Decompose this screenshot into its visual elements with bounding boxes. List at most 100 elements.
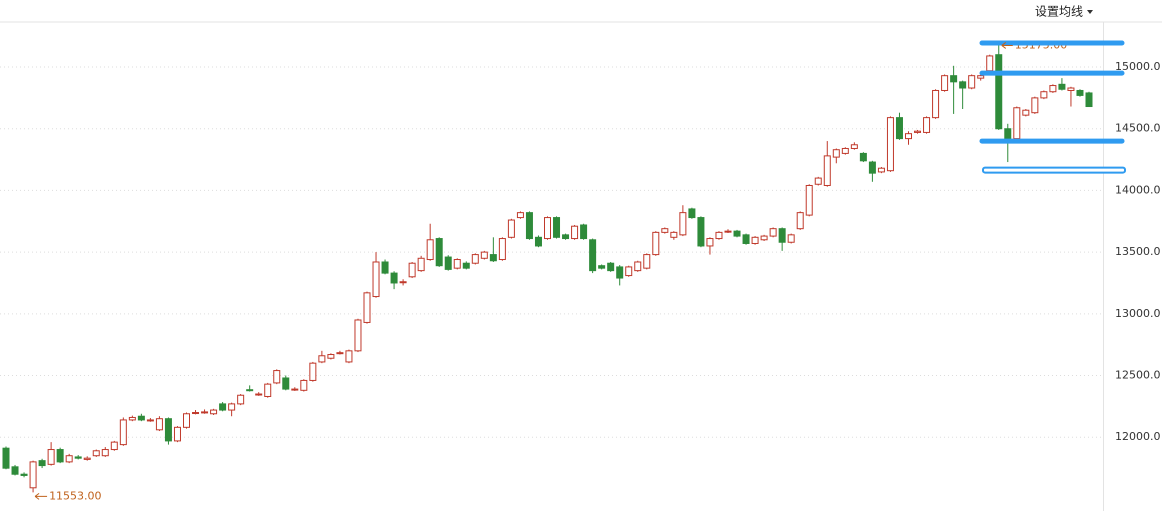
candle-body bbox=[950, 75, 958, 83]
candle-body bbox=[553, 217, 561, 238]
candle-body bbox=[300, 379, 308, 391]
candle-body bbox=[661, 228, 669, 233]
candle-body bbox=[697, 217, 705, 247]
candle-body bbox=[101, 449, 109, 457]
candle-body bbox=[507, 219, 515, 238]
candle-body bbox=[74, 456, 82, 459]
candle-body bbox=[192, 412, 200, 415]
candle-body bbox=[1004, 128, 1012, 141]
candle-body bbox=[83, 457, 91, 460]
candle-body bbox=[895, 117, 903, 140]
candle-body bbox=[2, 447, 10, 469]
y-tick-label: 13000.0 bbox=[1115, 307, 1161, 320]
candle-body bbox=[399, 281, 407, 284]
candle-body bbox=[760, 235, 768, 241]
candle-body bbox=[625, 266, 633, 277]
candle-body bbox=[20, 473, 28, 476]
candle-body bbox=[589, 239, 597, 272]
candle-body bbox=[345, 350, 353, 363]
candle-body bbox=[914, 130, 922, 133]
candle-body bbox=[751, 236, 759, 244]
candle-body bbox=[643, 254, 651, 269]
candle-body bbox=[110, 441, 118, 451]
candle-body bbox=[905, 133, 912, 140]
candle-body bbox=[363, 292, 371, 323]
candle-body bbox=[525, 212, 533, 240]
candle-body bbox=[246, 389, 254, 392]
candle-body bbox=[173, 426, 181, 442]
candle-body bbox=[706, 238, 714, 247]
candle-body bbox=[354, 319, 362, 352]
candle-body bbox=[480, 251, 488, 259]
candle-body bbox=[1049, 85, 1057, 93]
annotation-arrow bbox=[34, 492, 48, 500]
candle-body bbox=[724, 230, 732, 233]
candle-body bbox=[1076, 89, 1084, 96]
candle-body bbox=[309, 362, 317, 381]
candle-body bbox=[128, 416, 136, 421]
candle-body bbox=[995, 54, 1003, 130]
menu-button[interactable]: 设置均线 bbox=[1035, 5, 1083, 19]
candle-body bbox=[977, 75, 985, 79]
candle-body bbox=[886, 117, 894, 172]
candle-body bbox=[282, 377, 290, 390]
y-tick-label: 15000.0 bbox=[1115, 60, 1161, 73]
low-annotation: 11553.00 bbox=[49, 489, 101, 502]
candle-body bbox=[381, 261, 389, 274]
candle-body bbox=[336, 352, 344, 355]
candle-body bbox=[65, 455, 73, 463]
menu-caret[interactable] bbox=[1087, 10, 1093, 14]
candle-body bbox=[850, 144, 858, 149]
candle-body bbox=[652, 231, 660, 256]
candle-body bbox=[516, 212, 524, 219]
y-tick-label: 12000.0 bbox=[1115, 430, 1161, 443]
annotation-arrow bbox=[1001, 42, 1013, 49]
drawn-line bbox=[982, 166, 1126, 174]
candle-body bbox=[580, 224, 588, 240]
y-tick-label: 14000.0 bbox=[1115, 183, 1161, 196]
candle-body bbox=[715, 231, 723, 240]
candle-body bbox=[679, 212, 687, 236]
candle-body bbox=[1013, 107, 1021, 140]
candle-body bbox=[119, 419, 127, 446]
candle-body bbox=[210, 409, 218, 415]
candle-body bbox=[56, 449, 64, 463]
candle-body bbox=[823, 155, 831, 186]
candle-body bbox=[426, 239, 434, 261]
candle-body bbox=[471, 254, 479, 264]
candle-body bbox=[255, 393, 263, 396]
candle-body bbox=[462, 262, 470, 269]
candle-body bbox=[941, 75, 949, 91]
candle-body bbox=[444, 256, 452, 270]
candle-body bbox=[237, 394, 245, 405]
candle-body bbox=[733, 230, 741, 237]
candle-body bbox=[183, 413, 190, 428]
candle-body bbox=[453, 259, 461, 269]
candle-body bbox=[1067, 87, 1075, 91]
candle-body bbox=[498, 238, 506, 261]
candle-body bbox=[787, 234, 795, 243]
candle-body bbox=[137, 415, 145, 421]
candle-body bbox=[859, 152, 867, 162]
candle-body bbox=[417, 257, 425, 272]
candle-body bbox=[742, 234, 750, 244]
y-tick-label: 12500.0 bbox=[1115, 369, 1161, 382]
candle-body bbox=[390, 272, 398, 284]
candle-body bbox=[544, 217, 551, 240]
candle-body bbox=[372, 261, 380, 298]
candle-body bbox=[11, 466, 19, 475]
candle-body bbox=[814, 177, 822, 185]
candle-body bbox=[959, 81, 967, 89]
candle-body bbox=[264, 383, 272, 397]
y-tick-label: 13500.0 bbox=[1115, 245, 1161, 258]
candle-body bbox=[155, 418, 163, 431]
candle-body bbox=[571, 225, 579, 240]
candle-body bbox=[607, 262, 615, 272]
candle-body bbox=[92, 450, 100, 457]
candle-body bbox=[688, 208, 696, 219]
candle-body bbox=[1058, 83, 1066, 90]
candle-body bbox=[841, 147, 849, 154]
candle-body bbox=[47, 449, 55, 465]
candle-body bbox=[805, 184, 813, 216]
